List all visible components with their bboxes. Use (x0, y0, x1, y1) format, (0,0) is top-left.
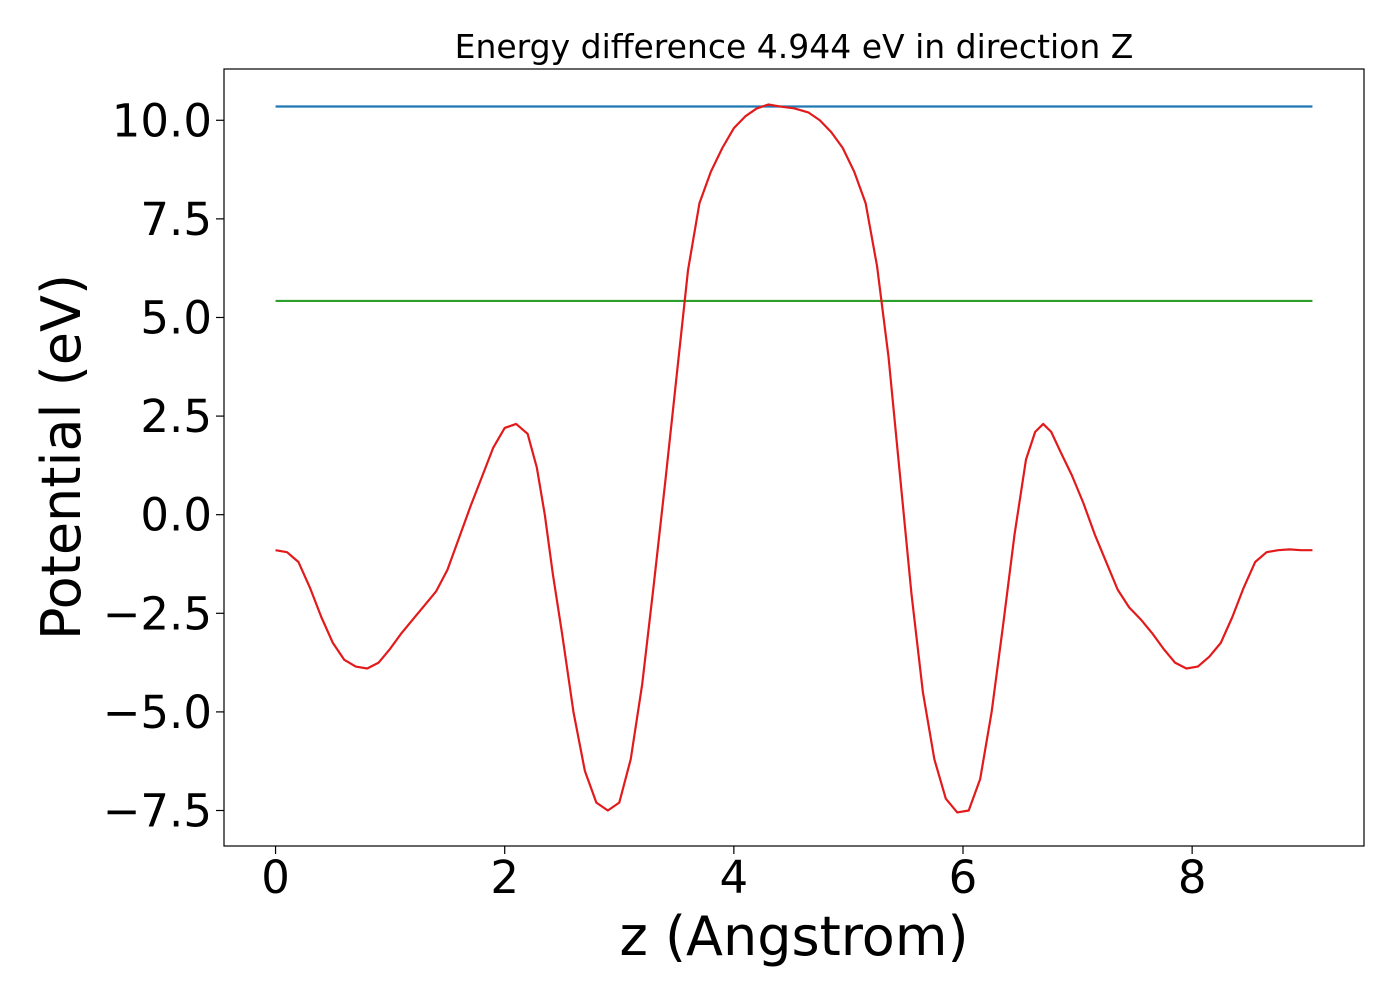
y-tick-label: −7.5 (103, 785, 212, 838)
y-tick-label: 5.0 (140, 291, 212, 344)
x-tick-label: 8 (1178, 851, 1207, 904)
y-tick-label: 0.0 (140, 489, 212, 542)
x-tick-label: 2 (490, 851, 519, 904)
y-axis-label: Potential (eV) (30, 274, 93, 640)
plot-frame (223, 68, 1365, 847)
y-tick-label: −2.5 (103, 587, 212, 640)
x-tick-label: 6 (949, 851, 978, 904)
y-tick-label: 7.5 (140, 193, 212, 246)
y-axis: −7.5 −5.0 −2.5 0.0 2.5 5.0 7.5 10.0 (103, 94, 224, 838)
x-tick-label: 0 (261, 851, 290, 904)
x-axis-label: z (Angstrom) (619, 905, 968, 968)
series-line-2 (275, 103, 1313, 814)
chart-title: Energy difference 4.944 eV in direction … (455, 27, 1134, 66)
x-tick-label: 4 (720, 851, 749, 904)
y-tick-label: 2.5 (140, 390, 212, 443)
series-layer (275, 103, 1313, 814)
x-axis: 0 2 4 6 8 (261, 846, 1206, 904)
y-tick-label: −5.0 (103, 686, 212, 739)
y-tick-label: 10.0 (112, 94, 212, 147)
